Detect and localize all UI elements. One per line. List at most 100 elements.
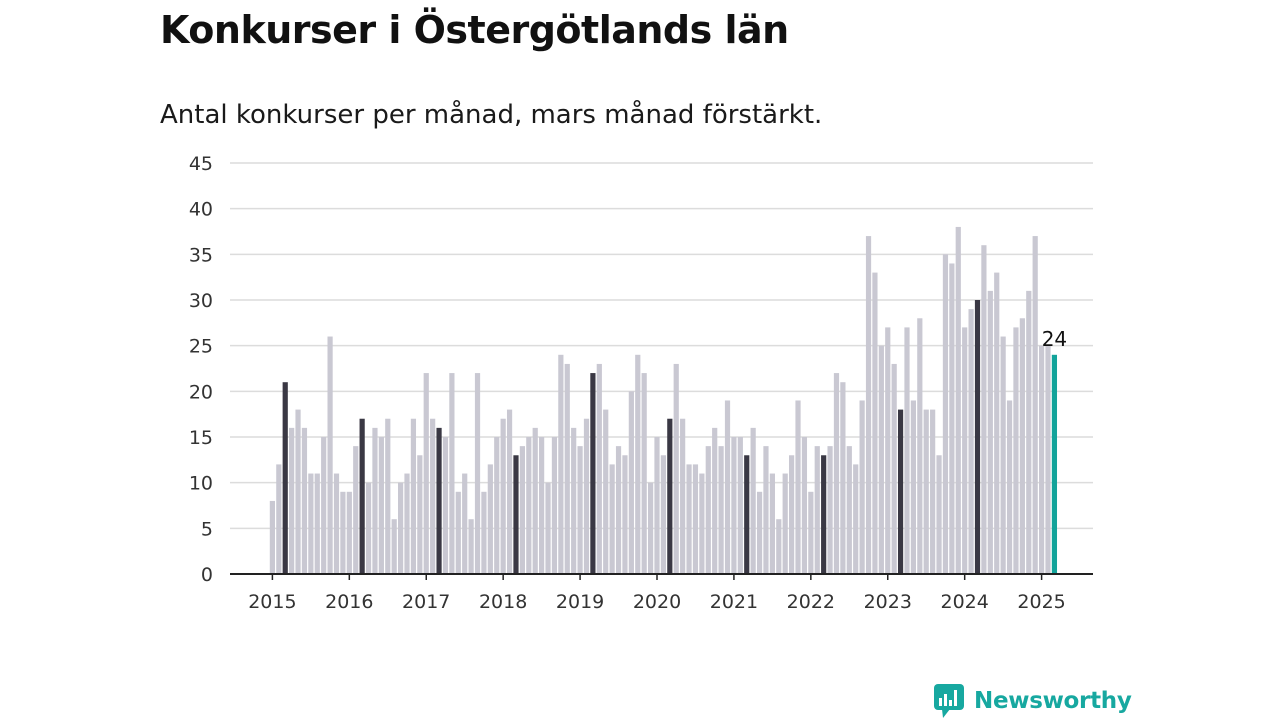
chart-title: Konkurser i Östergötlands län bbox=[160, 8, 789, 52]
bar bbox=[724, 400, 731, 574]
bar bbox=[1039, 345, 1045, 574]
bar bbox=[333, 473, 340, 574]
bar bbox=[468, 519, 474, 574]
bar bbox=[378, 437, 384, 574]
bar bbox=[1032, 236, 1038, 574]
bar bbox=[609, 464, 615, 574]
bar bbox=[962, 327, 968, 574]
bar bbox=[577, 446, 583, 574]
bar bbox=[1019, 318, 1025, 574]
bar bbox=[930, 409, 936, 574]
bar bbox=[744, 455, 750, 574]
bar bbox=[731, 437, 737, 574]
bar bbox=[654, 437, 660, 574]
bar bbox=[942, 254, 949, 574]
bar bbox=[321, 437, 327, 574]
bar bbox=[936, 455, 942, 574]
bar bbox=[846, 446, 852, 574]
bar bbox=[308, 473, 314, 574]
bar bbox=[840, 382, 846, 574]
bar bbox=[1000, 336, 1006, 574]
bar bbox=[269, 500, 275, 574]
bar bbox=[782, 473, 788, 574]
bar bbox=[872, 272, 878, 574]
bar bbox=[494, 437, 500, 574]
bar bbox=[994, 272, 1000, 574]
newsworthy-logo-icon bbox=[934, 684, 964, 718]
y-tick-label: 30 bbox=[189, 290, 213, 312]
bar bbox=[615, 446, 622, 574]
bar bbox=[955, 226, 961, 574]
bar bbox=[289, 427, 295, 574]
bar bbox=[712, 427, 718, 574]
bar bbox=[763, 446, 769, 574]
bar bbox=[417, 455, 423, 574]
bar bbox=[808, 491, 814, 574]
bar bbox=[282, 382, 288, 574]
bar bbox=[365, 482, 372, 574]
bar bbox=[359, 418, 365, 574]
bar bbox=[865, 236, 872, 574]
bar bbox=[462, 473, 468, 574]
y-tick-label: 0 bbox=[201, 564, 213, 586]
bar bbox=[885, 327, 891, 574]
bar bbox=[513, 455, 519, 574]
bar bbox=[455, 491, 461, 574]
bar bbox=[526, 437, 532, 574]
bar bbox=[673, 363, 679, 574]
bar bbox=[667, 418, 673, 574]
bar bbox=[949, 263, 955, 574]
x-tick-label: 2018 bbox=[479, 591, 527, 613]
bar bbox=[827, 446, 833, 574]
bar bbox=[449, 373, 455, 574]
y-tick-label: 40 bbox=[189, 199, 213, 221]
bar bbox=[641, 373, 647, 574]
bar bbox=[904, 327, 910, 574]
bar bbox=[372, 427, 378, 574]
bar bbox=[430, 418, 436, 574]
last-value-label: 24 bbox=[1042, 327, 1067, 351]
bar bbox=[551, 437, 558, 574]
bar bbox=[564, 363, 570, 574]
bar bbox=[692, 464, 699, 574]
bar bbox=[737, 437, 743, 574]
bar bbox=[596, 363, 602, 574]
bar bbox=[981, 245, 987, 574]
bar bbox=[1051, 354, 1058, 574]
bar bbox=[301, 427, 308, 574]
y-tick-label: 5 bbox=[201, 518, 213, 540]
bar bbox=[474, 373, 481, 574]
x-tick-label: 2016 bbox=[325, 591, 373, 613]
bar bbox=[436, 427, 442, 574]
y-tick-label: 45 bbox=[189, 153, 213, 175]
bar bbox=[590, 373, 596, 574]
bar bbox=[314, 473, 320, 574]
bar bbox=[974, 300, 981, 574]
bar bbox=[500, 418, 506, 574]
bar bbox=[487, 464, 493, 574]
bar bbox=[603, 409, 609, 574]
bar bbox=[423, 373, 429, 574]
brand-name: Newsworthy bbox=[974, 688, 1132, 714]
bar bbox=[769, 473, 775, 574]
bar bbox=[987, 290, 993, 574]
bar bbox=[923, 409, 929, 574]
y-tick-label: 25 bbox=[189, 336, 213, 358]
bar bbox=[1013, 327, 1019, 574]
bar bbox=[571, 427, 577, 574]
bar bbox=[814, 446, 820, 574]
bars bbox=[269, 226, 1058, 574]
bar bbox=[680, 418, 686, 574]
y-axis-tick-labels: 0 5 10 15 20 25 30 35 40 45 bbox=[189, 153, 213, 586]
bar bbox=[795, 400, 801, 574]
bar bbox=[327, 336, 333, 574]
x-tick-label: 2025 bbox=[1017, 591, 1065, 613]
bar bbox=[532, 427, 538, 574]
bar bbox=[647, 482, 654, 574]
bar bbox=[1045, 345, 1051, 574]
bar bbox=[1006, 400, 1013, 574]
bar bbox=[391, 519, 397, 574]
gridlines bbox=[230, 162, 1093, 530]
bar bbox=[539, 437, 545, 574]
